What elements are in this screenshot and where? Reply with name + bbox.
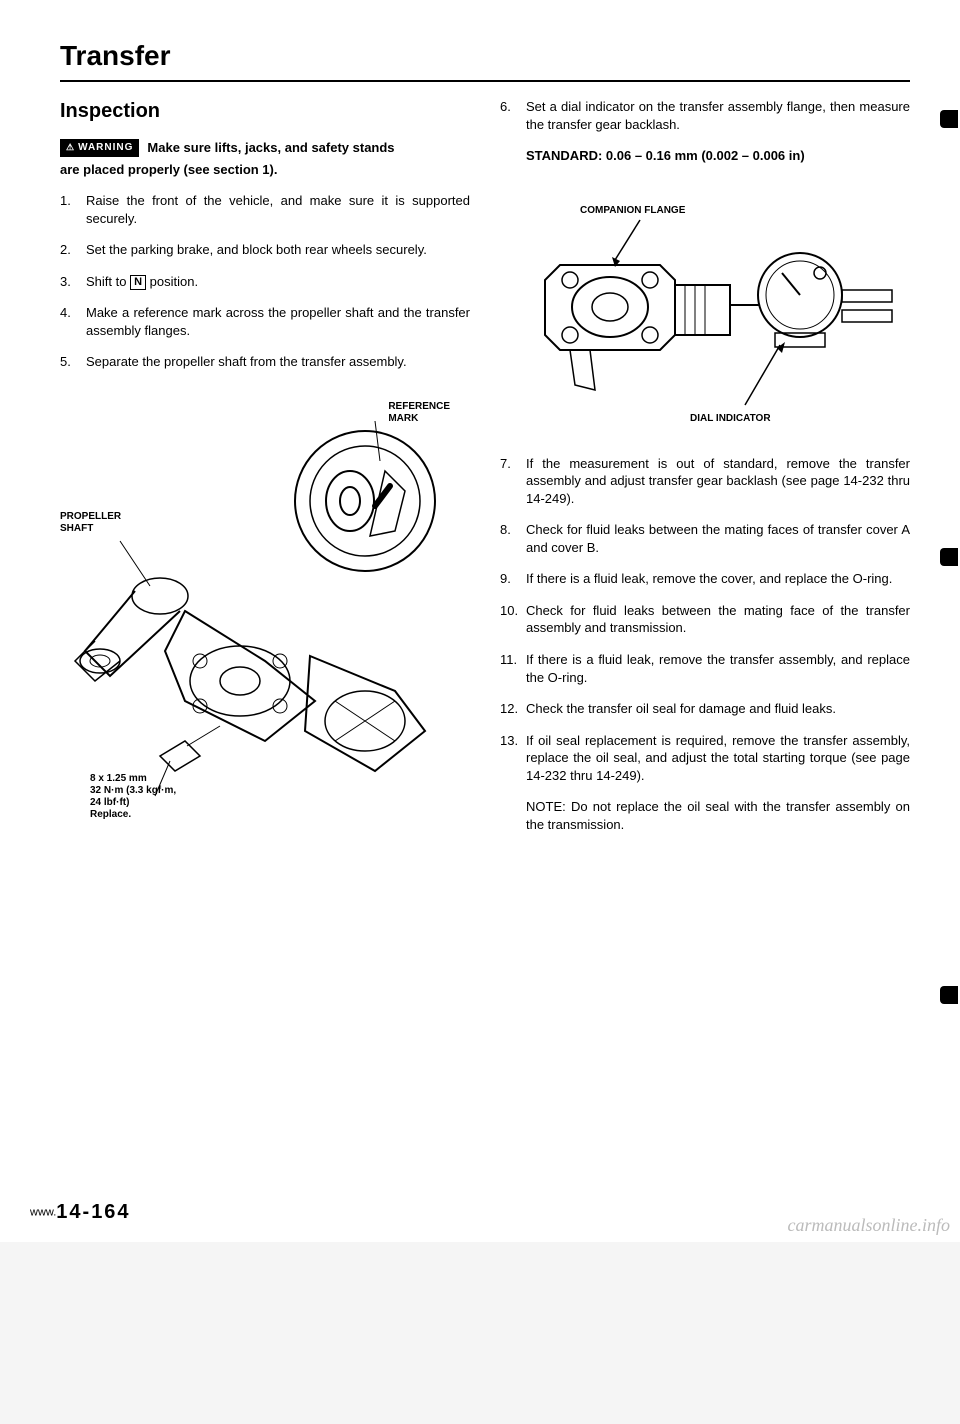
left-column: Inspection WARNING Make sure lifts, jack… — [60, 98, 470, 833]
label-companion-flange: COMPANION FLANGE — [580, 205, 685, 217]
step-item: Set the parking brake, and block both re… — [60, 241, 470, 259]
note-text: NOTE: Do not replace the oil seal with t… — [500, 798, 910, 833]
label-torque: 8 x 1.25 mm32 N·m (3.3 kgf·m,24 lbf·ft)R… — [90, 773, 176, 821]
page-title: Transfer — [60, 40, 910, 72]
step-item: Shift to N position. — [60, 273, 470, 291]
divider — [60, 80, 910, 82]
step-item: Check for fluid leaks between the mating… — [500, 521, 910, 556]
step-item: If oil seal replacement is required, rem… — [500, 732, 910, 785]
right-column: Set a dial indicator on the transfer ass… — [500, 98, 910, 833]
page-number: www.14-164 — [30, 1201, 131, 1224]
warning-row: WARNING Make sure lifts, jacks, and safe… — [60, 139, 470, 157]
dial-diagram — [510, 205, 910, 425]
watermark: carmanualsonline.info — [788, 1215, 951, 1236]
tab-marker — [940, 986, 958, 1004]
step-item: Check for fluid leaks between the mating… — [500, 602, 910, 637]
content-columns: Inspection WARNING Make sure lifts, jack… — [60, 98, 910, 833]
step-item: If there is a fluid leak, remove the tra… — [500, 651, 910, 686]
right-steps-a: Set a dial indicator on the transfer ass… — [500, 98, 910, 133]
standard-spec: STANDARD: 0.06 – 0.16 mm (0.002 – 0.006 … — [526, 147, 910, 165]
warning-badge: WARNING — [60, 139, 139, 157]
section-heading: Inspection — [60, 98, 470, 125]
tab-marker — [940, 110, 958, 128]
right-steps-b: If the measurement is out of standard, r… — [500, 455, 910, 785]
manual-page: Transfer Inspection WARNING Make sure li… — [0, 0, 960, 1242]
label-propeller-shaft: PROPELLERSHAFT — [60, 511, 121, 535]
step-item: If there is a fluid leak, remove the cov… — [500, 570, 910, 588]
figure-dial-indicator: COMPANION FLANGE DIAL INDICATOR — [510, 205, 910, 425]
step-item: If the measurement is out of standard, r… — [500, 455, 910, 508]
step-item: Check the transfer oil seal for damage a… — [500, 700, 910, 718]
watermark-www: www. — [30, 1207, 56, 1219]
label-reference-mark: REFERENCEMARK — [388, 401, 450, 425]
edge-tabs — [940, 110, 960, 1424]
shift-key-icon: N — [130, 275, 146, 290]
label-dial-indicator: DIAL INDICATOR — [690, 413, 771, 425]
step-item: Separate the propeller shaft from the tr… — [60, 353, 470, 371]
propeller-diagram — [60, 401, 470, 821]
step-item: Make a reference mark across the propell… — [60, 304, 470, 339]
figure-propeller: REFERENCEMARK PROPELLERSHAFT 8 x 1.25 mm… — [60, 401, 470, 821]
page-number-text: 14-164 — [56, 1201, 130, 1223]
left-steps-list: Raise the front of the vehicle, and make… — [60, 192, 470, 371]
warning-line2: are placed properly (see section 1). — [60, 161, 470, 179]
step-item: Set a dial indicator on the transfer ass… — [500, 98, 910, 133]
step-item: Raise the front of the vehicle, and make… — [60, 192, 470, 227]
tab-marker — [940, 548, 958, 566]
warning-line1: Make sure lifts, jacks, and safety stand… — [147, 139, 394, 157]
